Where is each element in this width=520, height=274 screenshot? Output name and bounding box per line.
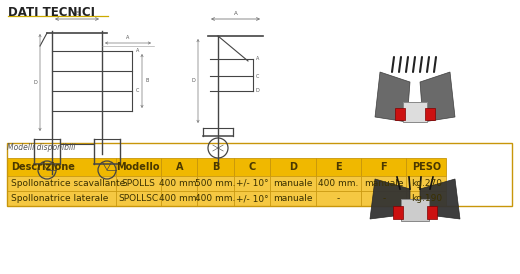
- FancyBboxPatch shape: [234, 158, 270, 176]
- Text: D: D: [289, 162, 297, 172]
- Text: Descrizione: Descrizione: [11, 162, 75, 172]
- FancyBboxPatch shape: [270, 191, 316, 206]
- FancyBboxPatch shape: [7, 191, 115, 206]
- Text: manuale: manuale: [364, 179, 404, 188]
- Text: manuale: manuale: [273, 194, 313, 203]
- Text: Spollonatrice laterale: Spollonatrice laterale: [11, 194, 108, 203]
- FancyBboxPatch shape: [234, 191, 270, 206]
- Text: kg.190: kg.190: [411, 194, 442, 203]
- Text: 400 mm.: 400 mm.: [196, 194, 236, 203]
- FancyBboxPatch shape: [361, 158, 407, 176]
- FancyBboxPatch shape: [198, 176, 234, 191]
- Text: B: B: [145, 78, 148, 84]
- Text: C: C: [249, 162, 255, 172]
- Text: D: D: [256, 89, 260, 93]
- FancyBboxPatch shape: [361, 191, 407, 206]
- Text: A: A: [234, 11, 238, 16]
- Text: A: A: [175, 162, 183, 172]
- Text: Modelli disponibili: Modelli disponibili: [7, 143, 75, 152]
- Text: D: D: [34, 80, 38, 85]
- FancyBboxPatch shape: [407, 158, 446, 176]
- FancyBboxPatch shape: [115, 176, 161, 191]
- FancyBboxPatch shape: [316, 158, 361, 176]
- Text: manuale: manuale: [273, 179, 313, 188]
- Text: E: E: [335, 162, 342, 172]
- FancyBboxPatch shape: [403, 102, 427, 122]
- Polygon shape: [370, 179, 410, 219]
- Text: +/- 10°: +/- 10°: [236, 179, 268, 188]
- FancyBboxPatch shape: [7, 158, 115, 176]
- Text: 400 mm.: 400 mm.: [318, 179, 358, 188]
- FancyBboxPatch shape: [198, 191, 234, 206]
- FancyBboxPatch shape: [407, 191, 446, 206]
- Text: C: C: [136, 89, 139, 93]
- Text: 400 mm.: 400 mm.: [159, 194, 199, 203]
- FancyBboxPatch shape: [161, 176, 198, 191]
- Text: +/- 10°: +/- 10°: [236, 194, 268, 203]
- FancyBboxPatch shape: [270, 176, 316, 191]
- FancyBboxPatch shape: [361, 176, 407, 191]
- FancyBboxPatch shape: [393, 206, 403, 219]
- Text: D: D: [192, 78, 196, 84]
- FancyBboxPatch shape: [115, 191, 161, 206]
- Text: 400 mm.: 400 mm.: [159, 179, 199, 188]
- Polygon shape: [420, 72, 455, 122]
- FancyBboxPatch shape: [407, 176, 446, 191]
- Text: 500 mm.: 500 mm.: [196, 179, 236, 188]
- FancyBboxPatch shape: [198, 158, 234, 176]
- FancyBboxPatch shape: [427, 206, 437, 219]
- FancyBboxPatch shape: [316, 191, 361, 206]
- Text: DATI TECNICI: DATI TECNICI: [8, 6, 95, 19]
- Polygon shape: [420, 179, 460, 219]
- FancyBboxPatch shape: [7, 176, 115, 191]
- Polygon shape: [375, 72, 410, 122]
- Text: PESO: PESO: [412, 162, 441, 172]
- Text: -: -: [336, 194, 340, 203]
- Text: A: A: [126, 35, 129, 40]
- Text: kg.270: kg.270: [411, 179, 442, 188]
- FancyBboxPatch shape: [401, 199, 429, 221]
- Text: A: A: [136, 48, 139, 53]
- FancyBboxPatch shape: [161, 191, 198, 206]
- Text: A: A: [256, 56, 259, 61]
- Text: C: C: [256, 73, 259, 78]
- Text: Spollonatrice scavallante: Spollonatrice scavallante: [11, 179, 125, 188]
- FancyBboxPatch shape: [161, 158, 198, 176]
- Text: -: -: [382, 194, 385, 203]
- FancyBboxPatch shape: [316, 176, 361, 191]
- FancyBboxPatch shape: [270, 158, 316, 176]
- Text: Modello: Modello: [116, 162, 160, 172]
- Text: SPOLLS: SPOLLS: [121, 179, 155, 188]
- FancyBboxPatch shape: [425, 108, 435, 120]
- FancyBboxPatch shape: [395, 108, 405, 120]
- Text: F: F: [381, 162, 387, 172]
- FancyBboxPatch shape: [234, 176, 270, 191]
- Text: B: B: [212, 162, 219, 172]
- Text: SPOLLSC: SPOLLSC: [118, 194, 159, 203]
- Text: E: E: [75, 11, 79, 16]
- FancyBboxPatch shape: [115, 158, 161, 176]
